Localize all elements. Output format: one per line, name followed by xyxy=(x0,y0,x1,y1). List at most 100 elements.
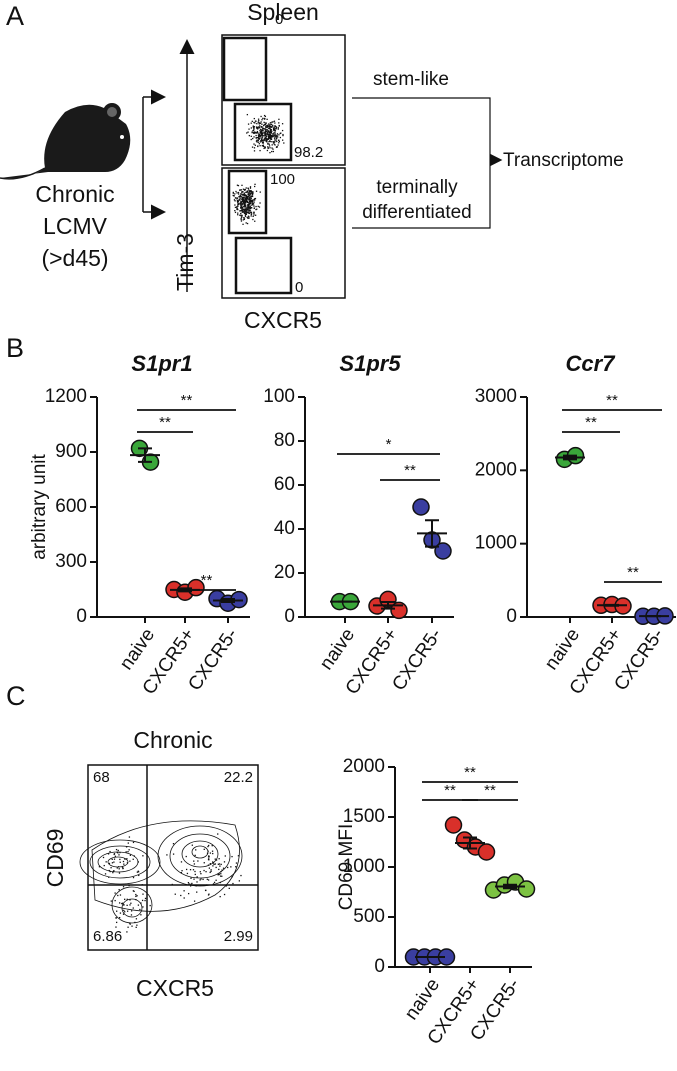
event-dot xyxy=(253,129,255,131)
event-dot xyxy=(253,132,255,135)
event-dot xyxy=(256,127,258,129)
data-point xyxy=(444,816,463,834)
event-dot xyxy=(205,889,207,892)
event-dot xyxy=(189,869,192,871)
event-dot xyxy=(247,206,249,209)
event-dot xyxy=(246,132,248,134)
event-dot xyxy=(219,875,222,877)
event-dot xyxy=(252,126,254,128)
event-dot xyxy=(248,209,250,211)
event-dot xyxy=(258,133,261,136)
event-dot xyxy=(111,862,114,864)
event-dot xyxy=(115,848,118,851)
event-dot xyxy=(185,868,188,871)
event-dot xyxy=(259,122,262,124)
event-dot xyxy=(247,197,249,199)
event-dot xyxy=(255,134,257,137)
event-dot xyxy=(267,146,269,148)
chart-title: S1pr5 xyxy=(339,351,401,376)
event-dot xyxy=(219,881,222,884)
event-dot xyxy=(244,214,247,216)
event-dot xyxy=(248,196,250,198)
event-dot xyxy=(265,140,268,142)
event-dot xyxy=(253,201,255,203)
event-dot xyxy=(269,133,272,136)
event-dot xyxy=(248,198,251,200)
event-dot xyxy=(254,214,257,216)
event-dot xyxy=(193,900,196,902)
event-dot xyxy=(242,219,244,221)
panel-letter: A xyxy=(6,1,24,31)
event-dot xyxy=(207,894,210,896)
event-dot xyxy=(254,183,256,185)
event-dot xyxy=(243,200,246,202)
event-dot xyxy=(252,215,254,218)
significance-label: ** xyxy=(404,462,416,479)
event-dot xyxy=(244,208,246,210)
event-dot xyxy=(266,139,268,141)
significance-label: * xyxy=(386,436,392,453)
event-dot xyxy=(265,122,267,124)
event-dot xyxy=(263,124,265,127)
y-tick-label: 300 xyxy=(55,551,87,572)
event-dot xyxy=(212,852,214,855)
event-dot xyxy=(256,128,259,130)
event-dot xyxy=(241,211,243,213)
event-dot xyxy=(269,135,271,138)
event-dot xyxy=(262,139,264,141)
event-dot xyxy=(122,860,125,863)
event-dot xyxy=(203,869,205,872)
event-dot xyxy=(193,878,195,880)
event-dot xyxy=(191,844,193,846)
event-dot xyxy=(117,849,119,852)
event-dot xyxy=(267,133,269,136)
event-dot xyxy=(269,147,271,149)
event-dot xyxy=(262,127,265,130)
event-dot xyxy=(199,879,201,881)
event-dot xyxy=(217,873,219,876)
event-dot xyxy=(266,149,269,152)
event-dot xyxy=(242,191,244,193)
event-dot xyxy=(248,212,250,215)
event-dot xyxy=(199,884,202,886)
event-dot xyxy=(257,141,260,143)
event-dot xyxy=(243,218,246,221)
axis-label: CXCR5 xyxy=(244,307,322,333)
y-tick-label: 1500 xyxy=(343,806,385,827)
event-dot xyxy=(252,137,254,140)
event-dot xyxy=(244,203,246,205)
event-dot xyxy=(242,197,245,199)
output-label: Transcriptome xyxy=(503,150,624,171)
event-dot xyxy=(261,131,263,134)
event-dot xyxy=(258,133,260,135)
event-dot xyxy=(237,193,240,195)
event-dot xyxy=(240,210,243,212)
event-dot xyxy=(257,137,260,139)
event-dot xyxy=(218,863,221,865)
event-dot xyxy=(214,863,217,865)
event-dot xyxy=(245,195,247,197)
event-dot xyxy=(273,120,276,122)
event-dot xyxy=(239,214,241,216)
event-dot xyxy=(253,214,255,216)
event-dot xyxy=(250,215,252,217)
event-dot xyxy=(255,137,257,139)
event-dot xyxy=(243,211,245,213)
event-dot xyxy=(199,871,201,873)
event-dot xyxy=(256,126,259,129)
event-dot xyxy=(264,115,267,118)
event-dot xyxy=(245,200,247,202)
event-dot xyxy=(254,199,256,201)
event-dot xyxy=(268,145,271,147)
y-tick-label: 1000 xyxy=(343,856,385,877)
gate-value: 98.2 xyxy=(294,144,323,161)
event-dot xyxy=(238,880,241,882)
event-dot xyxy=(250,211,253,213)
event-dot xyxy=(118,902,121,904)
event-dot xyxy=(247,196,249,198)
event-dot xyxy=(257,205,259,208)
event-dot xyxy=(236,197,239,199)
event-dot xyxy=(129,860,131,862)
event-dot xyxy=(262,134,264,137)
plot-title: Spleen xyxy=(247,0,319,25)
